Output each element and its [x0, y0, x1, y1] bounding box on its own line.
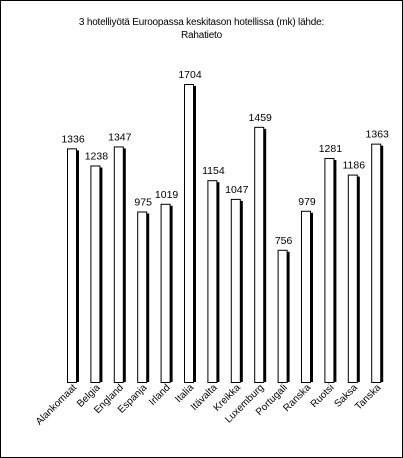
bar-shadow [216, 182, 220, 382]
bar [184, 84, 194, 383]
bar [371, 143, 382, 383]
bar-shadow [99, 167, 103, 382]
data-label: 1047 [225, 184, 249, 196]
data-label: 1347 [108, 131, 132, 143]
data-label: 1154 [202, 165, 225, 177]
bar [347, 174, 358, 383]
data-label: 1336 [61, 133, 85, 145]
chart-subtitle: Rahatieto [180, 30, 222, 41]
bar [137, 211, 148, 383]
bar [230, 198, 241, 383]
bar-shadow [333, 159, 337, 382]
bar-shadow [310, 212, 313, 382]
chart-title: 3 hotelliyötä Euroopassa keskitason hote… [78, 17, 325, 28]
bar [324, 157, 335, 383]
category-label: Tanska [353, 382, 383, 412]
bar [160, 203, 171, 383]
data-label: 1459 [249, 112, 273, 124]
bar [67, 148, 77, 383]
bar-shadow [380, 145, 384, 382]
bar [277, 249, 288, 383]
bar-shadow [169, 205, 173, 382]
data-label: 1704 [178, 69, 202, 81]
bar [113, 146, 124, 383]
bar-shadow [146, 213, 150, 382]
bar-shadow [76, 150, 79, 382]
bar [90, 165, 101, 383]
data-label: 756 [275, 235, 293, 247]
data-label: 1186 [343, 160, 366, 172]
data-label: 1238 [85, 150, 109, 162]
bar [301, 210, 311, 383]
category-label: Ruotsi [309, 382, 337, 410]
category-label: Irland [147, 382, 172, 407]
category-label: Alankomaat [34, 382, 79, 427]
bar-shadow [122, 148, 126, 382]
bar-shadow [356, 176, 360, 382]
data-label: 975 [134, 196, 152, 208]
data-label: 1019 [155, 189, 179, 201]
data-label: 979 [298, 196, 316, 208]
bar-shadow [263, 128, 267, 382]
bar-shadow [286, 251, 290, 382]
data-label: 1363 [366, 129, 390, 141]
data-label: 1281 [319, 143, 343, 155]
bar-shadow [239, 200, 243, 382]
bar [254, 126, 265, 384]
bar-shadow [193, 86, 196, 382]
bar [207, 180, 218, 383]
